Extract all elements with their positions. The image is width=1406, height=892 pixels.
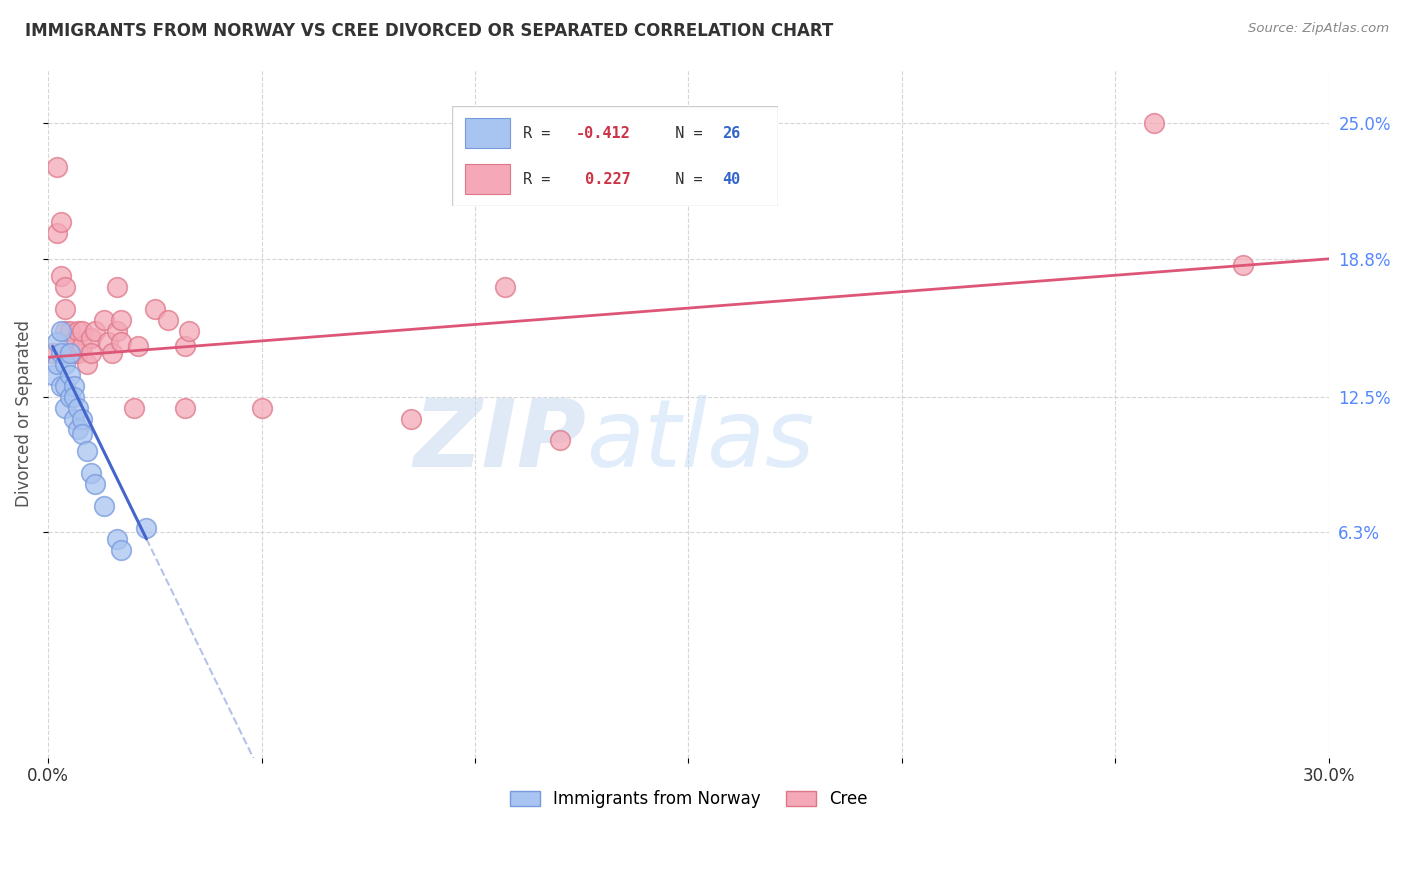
Point: [76, 444, 98, 458]
Point: [72, 426, 94, 441]
Point: [1232, 259, 1254, 273]
Point: [59, 368, 82, 382]
Point: [41, 368, 63, 382]
Point: [59, 390, 82, 404]
Text: atlas: atlas: [586, 395, 814, 486]
Point: [67, 324, 90, 338]
Point: [80, 346, 103, 360]
Point: [45, 357, 67, 371]
Point: [93, 499, 115, 513]
Point: [110, 334, 132, 349]
Point: [49, 378, 72, 392]
Point: [45, 334, 67, 349]
Point: [97, 334, 120, 349]
Point: [53, 280, 76, 294]
Point: [127, 339, 149, 353]
Point: [63, 390, 86, 404]
Point: [84, 324, 107, 338]
Point: [105, 280, 128, 294]
Point: [67, 422, 90, 436]
Point: [53, 401, 76, 415]
Point: [49, 214, 72, 228]
Point: [101, 346, 124, 360]
Point: [84, 477, 107, 491]
Point: [76, 357, 98, 371]
Point: [53, 302, 76, 317]
Point: [49, 346, 72, 360]
Point: [72, 324, 94, 338]
Point: [156, 313, 179, 327]
Point: [67, 401, 90, 415]
Point: [143, 302, 166, 317]
Point: [59, 324, 82, 338]
Point: [72, 339, 94, 353]
Text: ZIP: ZIP: [413, 394, 586, 487]
Point: [53, 378, 76, 392]
Point: [49, 324, 72, 338]
Text: Source: ZipAtlas.com: Source: ZipAtlas.com: [1249, 22, 1389, 36]
Point: [80, 467, 103, 481]
Point: [53, 357, 76, 371]
Point: [1143, 116, 1166, 130]
Point: [110, 313, 132, 327]
Point: [105, 324, 128, 338]
Point: [399, 411, 422, 425]
Point: [59, 346, 82, 360]
Point: [173, 401, 195, 415]
Legend: Immigrants from Norway, Cree: Immigrants from Norway, Cree: [503, 783, 875, 814]
Point: [59, 346, 82, 360]
Point: [41, 346, 63, 360]
Point: [67, 346, 90, 360]
Point: [49, 269, 72, 284]
Point: [135, 521, 157, 535]
Point: [45, 160, 67, 174]
Point: [63, 411, 86, 425]
Point: [93, 313, 115, 327]
Point: [179, 324, 201, 338]
Point: [550, 434, 572, 448]
Point: [63, 378, 86, 392]
Point: [494, 280, 516, 294]
Point: [80, 330, 103, 344]
Y-axis label: Divorced or Separated: Divorced or Separated: [15, 319, 32, 507]
Point: [63, 346, 86, 360]
Point: [250, 401, 273, 415]
Point: [110, 542, 132, 557]
Point: [45, 226, 67, 240]
Text: IMMIGRANTS FROM NORWAY VS CREE DIVORCED OR SEPARATED CORRELATION CHART: IMMIGRANTS FROM NORWAY VS CREE DIVORCED …: [25, 22, 834, 40]
Point: [63, 334, 86, 349]
Point: [72, 411, 94, 425]
Point: [53, 324, 76, 338]
Point: [105, 532, 128, 546]
Point: [173, 339, 195, 353]
Point: [122, 401, 145, 415]
